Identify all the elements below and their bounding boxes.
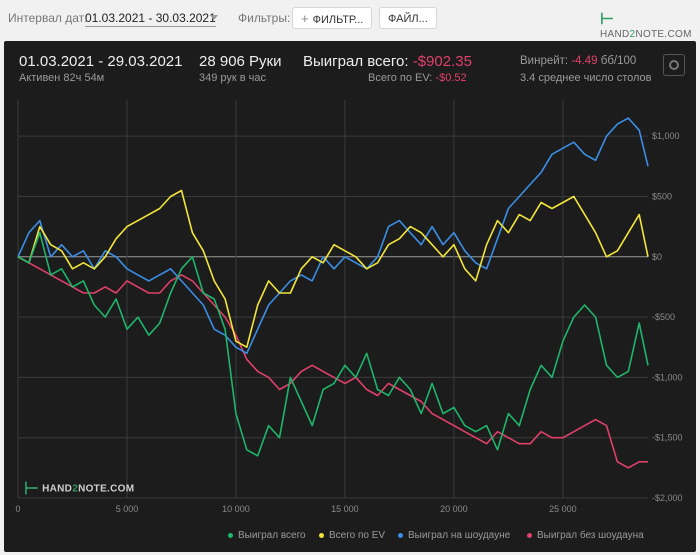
legend-label-non-showdown: Выиграл без шоудауна (537, 530, 644, 541)
y-tick-label: $500 (652, 191, 672, 201)
chevron-down-icon[interactable] (210, 15, 218, 20)
watermark-text-b: 2 (72, 483, 79, 495)
y-tick-label: -$1,500 (652, 433, 683, 443)
date-interval-label: Интервал дат: (8, 11, 88, 25)
ev-total: Всего по EV: -$0.52 (368, 72, 467, 84)
file-button-label: ФАЙЛ... (388, 13, 428, 25)
x-tick-label: 20 000 (440, 504, 468, 514)
x-tick-label: 10 000 (222, 504, 250, 514)
date-range-select[interactable]: 01.03.2021 - 30.03.2021 (85, 11, 216, 27)
graph-panel (4, 41, 696, 552)
grid-layer (17, 100, 648, 499)
line-ev-total (17, 189, 649, 349)
winrate-unit: бб/100 (600, 55, 637, 67)
toolbar: Интервал дат: 01.03.2021 - 30.03.2021 Фи… (0, 0, 700, 40)
hands-count: 28 906 Руки (199, 53, 282, 70)
y-tick-label: -$500 (652, 312, 675, 322)
ev-total-value: -$0.52 (435, 72, 467, 84)
gear-icon (669, 60, 679, 70)
hands-per-hour: 349 рук в час (199, 72, 267, 84)
legend-label-showdown: Выиграл на шоудауне (408, 530, 511, 541)
legend-item-won-total[interactable]: Выиграл всего (228, 530, 306, 541)
logo-text-b: 2 (629, 29, 636, 40)
legend-item-ev-total[interactable]: Всего по EV (319, 530, 385, 541)
legend-item-non-showdown[interactable]: Выиграл без шоудауна (527, 530, 644, 541)
legend-dot-ev-total (319, 532, 324, 538)
line-showdown (17, 117, 649, 355)
filters-label: Фильтры: (238, 11, 291, 25)
x-tick-label: 25 000 (549, 504, 577, 514)
settings-button[interactable] (663, 54, 685, 76)
axis-labels-layer: $1,000 $500 $0 -$500 -$1,000 -$1,500 -$2,000 0 5… (15, 131, 682, 514)
winrate-value: -4.49 (571, 55, 598, 67)
legend-label-won-total: Выиграл всего (238, 530, 306, 541)
y-tick-label: -$2,000 (652, 493, 683, 503)
won-total: Выиграл всего: -$902.35 (303, 53, 472, 70)
file-button[interactable]: ФАЙЛ... (379, 7, 437, 29)
watermark-text-c: NOTE.COM (78, 483, 135, 495)
period-value: 01.03.2021 - 29.03.2021 (19, 53, 183, 70)
winrate-label: Винрейт: (520, 55, 569, 67)
y-tick-label: -$1,000 (652, 372, 683, 382)
hand2note-watermark: ⊢ HAND2NOTE.COM (24, 479, 134, 499)
avg-tables: 3.4 среднее число столов (520, 72, 652, 84)
legend-label-ev-total: Всего по EV (329, 530, 386, 541)
filter-button-label: ФИЛЬТР... (312, 14, 364, 26)
winrate: Винрейт: -4.49 бб/100 (520, 55, 636, 67)
line-non-showdown (17, 256, 648, 469)
x-tick-label: 5 000 (116, 504, 139, 514)
ev-total-label: Всего по EV: (368, 72, 433, 84)
hand2note-logo-icon: ⊢ (600, 11, 615, 28)
series-layer (17, 117, 649, 469)
legend-item-showdown[interactable]: Выиграл на шоудауне (398, 530, 510, 541)
line-won-total (17, 231, 649, 457)
hand2note-logo: ⊢HAND2NOTE.COM (600, 9, 700, 40)
legend-dot-showdown (398, 532, 403, 538)
active-time: Активен 82ч 54м (19, 72, 105, 84)
y-tick-label: $1,000 (652, 131, 680, 141)
y-tick-label: $0 (652, 252, 662, 262)
hand2note-watermark-icon: ⊢ (24, 479, 40, 498)
logo-text-c: NOTE.COM (635, 29, 692, 40)
filter-button[interactable]: + ФИЛЬТР... (292, 7, 373, 29)
legend-dot-non-showdown (527, 532, 532, 538)
won-total-label: Выиграл всего: (303, 53, 409, 70)
x-tick-label: 0 (15, 504, 20, 514)
logo-text-a: HAND (600, 29, 630, 40)
watermark-text-a: HAND (42, 483, 73, 495)
plus-icon: + (301, 11, 309, 26)
won-total-value: -$902.35 (412, 53, 472, 70)
x-tick-label: 15 000 (331, 504, 359, 514)
legend-dot-won-total (228, 532, 233, 538)
